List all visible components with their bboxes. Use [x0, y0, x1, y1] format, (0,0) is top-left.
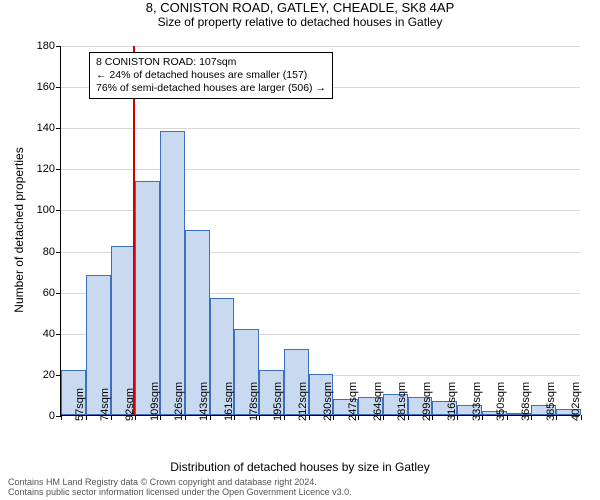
x-tick-label: 230sqm [322, 382, 334, 421]
x-tick-mark [432, 415, 433, 420]
x-tick-label: 385sqm [545, 382, 557, 421]
x-tick-mark [581, 415, 582, 420]
y-tick-mark [56, 293, 61, 294]
x-tick-mark [259, 415, 260, 420]
annotation-line: ← 24% of detached houses are smaller (15… [96, 69, 326, 82]
x-tick-label: 264sqm [372, 382, 384, 421]
x-tick-mark [160, 415, 161, 420]
x-tick-label: 143sqm [198, 382, 210, 421]
x-tick-mark [531, 415, 532, 420]
x-tick-mark [86, 415, 87, 420]
x-tick-mark [284, 415, 285, 420]
x-tick-label: 109sqm [149, 382, 161, 421]
y-tick-label: 100 [37, 204, 55, 216]
annotation-box: 8 CONISTON ROAD: 107sqm← 24% of detached… [89, 52, 333, 99]
x-tick-label: 178sqm [248, 382, 260, 421]
x-tick-mark [61, 415, 62, 420]
y-tick-label: 20 [43, 369, 55, 381]
x-tick-label: 195sqm [272, 382, 284, 421]
x-tick-label: 57sqm [74, 388, 86, 421]
x-tick-mark [185, 415, 186, 420]
x-axis-label: Distribution of detached houses by size … [0, 460, 600, 474]
y-tick-label: 0 [49, 410, 55, 422]
y-tick-label: 160 [37, 81, 55, 93]
chart-plot-area: 02040608010012014016018057sqm74sqm92sqm1… [60, 46, 580, 416]
x-tick-label: 161sqm [223, 382, 235, 421]
x-tick-label: 126sqm [173, 382, 185, 421]
y-tick-mark [56, 252, 61, 253]
x-tick-label: 74sqm [99, 388, 111, 421]
y-tick-label: 180 [37, 40, 55, 52]
x-tick-mark [383, 415, 384, 420]
grid-line [61, 46, 580, 47]
histogram-bar [160, 131, 185, 415]
x-tick-label: 299sqm [421, 382, 433, 421]
x-tick-label: 350sqm [495, 382, 507, 421]
x-tick-mark [482, 415, 483, 420]
x-tick-mark [358, 415, 359, 420]
x-tick-mark [210, 415, 211, 420]
x-tick-mark [556, 415, 557, 420]
x-tick-label: 212sqm [297, 382, 309, 421]
x-tick-mark [333, 415, 334, 420]
annotation-line: 76% of semi-detached houses are larger (… [96, 82, 326, 95]
grid-line [61, 128, 580, 129]
x-tick-label: 333sqm [471, 382, 483, 421]
y-tick-mark [56, 334, 61, 335]
x-tick-mark [309, 415, 310, 420]
footer-line-2: Contains public sector information licen… [8, 488, 352, 498]
page-subtitle: Size of property relative to detached ho… [0, 15, 600, 29]
annotation-line: 8 CONISTON ROAD: 107sqm [96, 56, 326, 69]
x-tick-label: 247sqm [347, 382, 359, 421]
histogram-bar [135, 181, 160, 415]
grid-line [61, 169, 580, 170]
y-tick-mark [56, 128, 61, 129]
x-tick-mark [135, 415, 136, 420]
y-tick-label: 120 [37, 163, 55, 175]
x-tick-mark [408, 415, 409, 420]
footer-credits: Contains HM Land Registry data © Crown c… [8, 478, 352, 498]
x-tick-mark [234, 415, 235, 420]
y-tick-label: 40 [43, 328, 55, 340]
y-tick-label: 80 [43, 246, 55, 258]
x-tick-mark [111, 415, 112, 420]
y-tick-mark [56, 210, 61, 211]
x-tick-label: 316sqm [446, 382, 458, 421]
x-tick-mark [457, 415, 458, 420]
y-tick-mark [56, 87, 61, 88]
x-tick-mark [507, 415, 508, 420]
y-axis-label: Number of detached properties [12, 147, 26, 312]
y-tick-mark [56, 46, 61, 47]
y-tick-mark [56, 169, 61, 170]
x-tick-label: 402sqm [570, 382, 582, 421]
page-title: 8, CONISTON ROAD, GATLEY, CHEADLE, SK8 4… [0, 0, 600, 15]
y-tick-label: 140 [37, 122, 55, 134]
x-tick-label: 368sqm [520, 382, 532, 421]
y-tick-label: 60 [43, 287, 55, 299]
reference-line [133, 46, 135, 415]
x-tick-label: 281sqm [396, 382, 408, 421]
